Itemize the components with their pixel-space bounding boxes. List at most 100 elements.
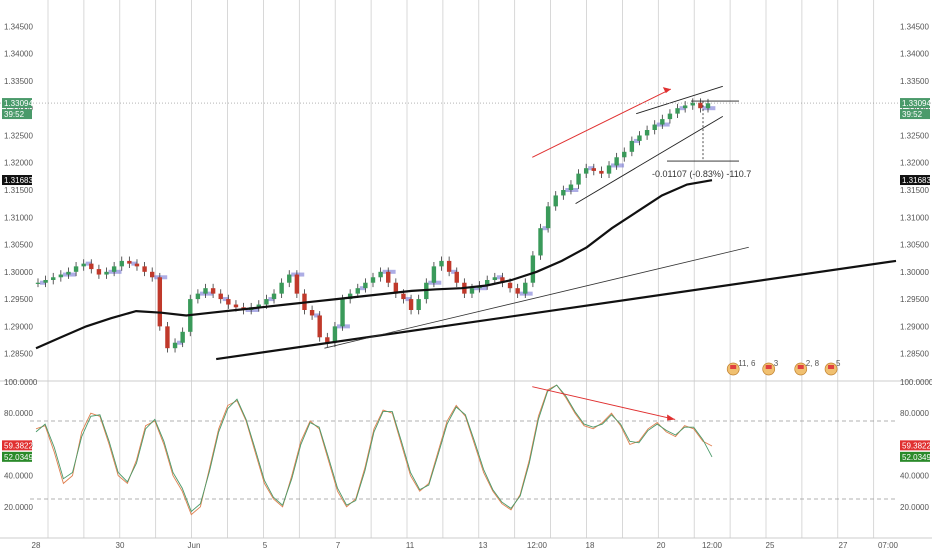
candle-body[interactable]: [111, 266, 117, 272]
price-panel[interactable]: -0.01107 (-0.83%) -110.7 11, 6 3 2, 8 5: [0, 85, 932, 376]
candle[interactable]: [538, 223, 549, 260]
candle[interactable]: [51, 272, 56, 285]
candle-body[interactable]: [591, 168, 596, 171]
candle-body[interactable]: [606, 165, 612, 174]
candle-body[interactable]: [73, 266, 79, 272]
candle-body[interactable]: [157, 277, 163, 327]
divergence-arrow-line[interactable]: [532, 386, 676, 420]
candle-body[interactable]: [492, 277, 498, 280]
candle-body[interactable]: [89, 263, 94, 270]
candle[interactable]: [583, 163, 595, 178]
candle[interactable]: [622, 147, 627, 162]
candle-body[interactable]: [530, 255, 536, 283]
candle-body[interactable]: [370, 277, 376, 283]
candle-body[interactable]: [629, 140, 635, 152]
candle[interactable]: [682, 101, 688, 113]
candle-body[interactable]: [583, 168, 589, 174]
event-flag-icon[interactable]: 3: [762, 359, 779, 376]
candle[interactable]: [355, 283, 366, 298]
candle[interactable]: [408, 294, 414, 315]
candle[interactable]: [279, 278, 284, 298]
candle[interactable]: [416, 294, 421, 315]
candle[interactable]: [203, 283, 208, 298]
candle-body[interactable]: [660, 119, 665, 125]
candle-body[interactable]: [317, 315, 322, 338]
channel-line-lower[interactable]: [575, 115, 724, 205]
oscillator-line[interactable]: [35, 384, 713, 513]
candle[interactable]: [180, 327, 185, 348]
candle[interactable]: [576, 169, 581, 189]
candle[interactable]: [210, 283, 216, 298]
candle-body[interactable]: [172, 342, 178, 349]
candle[interactable]: [89, 259, 94, 274]
candle[interactable]: [142, 262, 147, 277]
candle[interactable]: [637, 131, 642, 146]
candle-body[interactable]: [134, 263, 140, 267]
candle-body[interactable]: [66, 271, 71, 275]
candle-body[interactable]: [538, 228, 543, 256]
candle-body[interactable]: [264, 299, 269, 305]
candle[interactable]: [111, 262, 117, 277]
candle-body[interactable]: [622, 151, 627, 158]
candle-body[interactable]: [309, 310, 315, 316]
candle-body[interactable]: [637, 135, 642, 141]
event-flag-icon[interactable]: 2, 8: [794, 359, 820, 376]
candle-body[interactable]: [507, 282, 513, 289]
candle[interactable]: [256, 300, 261, 312]
candle-body[interactable]: [119, 260, 124, 267]
candle[interactable]: [675, 103, 686, 118]
candle[interactable]: [667, 109, 673, 124]
candle-body[interactable]: [180, 331, 185, 343]
channel-line-upper[interactable]: [636, 85, 723, 115]
candle-body[interactable]: [210, 288, 216, 294]
candle-body[interactable]: [142, 266, 147, 272]
candle[interactable]: [81, 259, 92, 271]
event-flag-icon[interactable]: 11, 6: [726, 359, 756, 376]
candle[interactable]: [545, 202, 551, 233]
candle-body[interactable]: [652, 124, 657, 130]
candle[interactable]: [492, 272, 503, 285]
candle[interactable]: [271, 289, 277, 304]
candle-body[interactable]: [294, 274, 300, 294]
candle-body[interactable]: [271, 293, 277, 300]
candle-body[interactable]: [667, 113, 673, 120]
candle-body[interactable]: [203, 288, 208, 294]
candle[interactable]: [660, 114, 665, 129]
candle[interactable]: [340, 294, 345, 331]
candle-body[interactable]: [104, 271, 109, 275]
candle[interactable]: [530, 251, 536, 288]
candle[interactable]: [690, 98, 695, 110]
candle-body[interactable]: [96, 269, 102, 275]
candle-body[interactable]: [340, 299, 345, 327]
candle-body[interactable]: [553, 195, 558, 207]
candle[interactable]: [309, 305, 321, 320]
candle[interactable]: [172, 338, 184, 353]
candle-body[interactable]: [431, 266, 437, 283]
candle[interactable]: [553, 191, 558, 211]
candle-body[interactable]: [226, 299, 231, 305]
trend-arrow-line[interactable]: [532, 88, 672, 158]
candle-body[interactable]: [705, 103, 711, 109]
candle-body[interactable]: [446, 260, 452, 272]
candle[interactable]: [157, 272, 163, 331]
candle[interactable]: [165, 322, 170, 353]
candle[interactable]: [317, 311, 322, 342]
candle[interactable]: [35, 278, 46, 288]
candle-body[interactable]: [401, 293, 406, 300]
candle-body[interactable]: [150, 271, 155, 278]
candle[interactable]: [644, 125, 650, 140]
candle[interactable]: [43, 275, 48, 288]
candle[interactable]: [66, 267, 71, 279]
candle[interactable]: [363, 278, 368, 293]
candle-body[interactable]: [393, 282, 399, 294]
candle[interactable]: [370, 272, 376, 288]
candle-body[interactable]: [218, 293, 223, 300]
candle[interactable]: [127, 256, 138, 268]
candle[interactable]: [454, 267, 459, 288]
candle[interactable]: [500, 272, 505, 288]
candle-body[interactable]: [523, 282, 528, 294]
candle-body[interactable]: [233, 304, 239, 308]
oscillator-panel[interactable]: [30, 384, 896, 516]
candle-body[interactable]: [165, 326, 170, 349]
